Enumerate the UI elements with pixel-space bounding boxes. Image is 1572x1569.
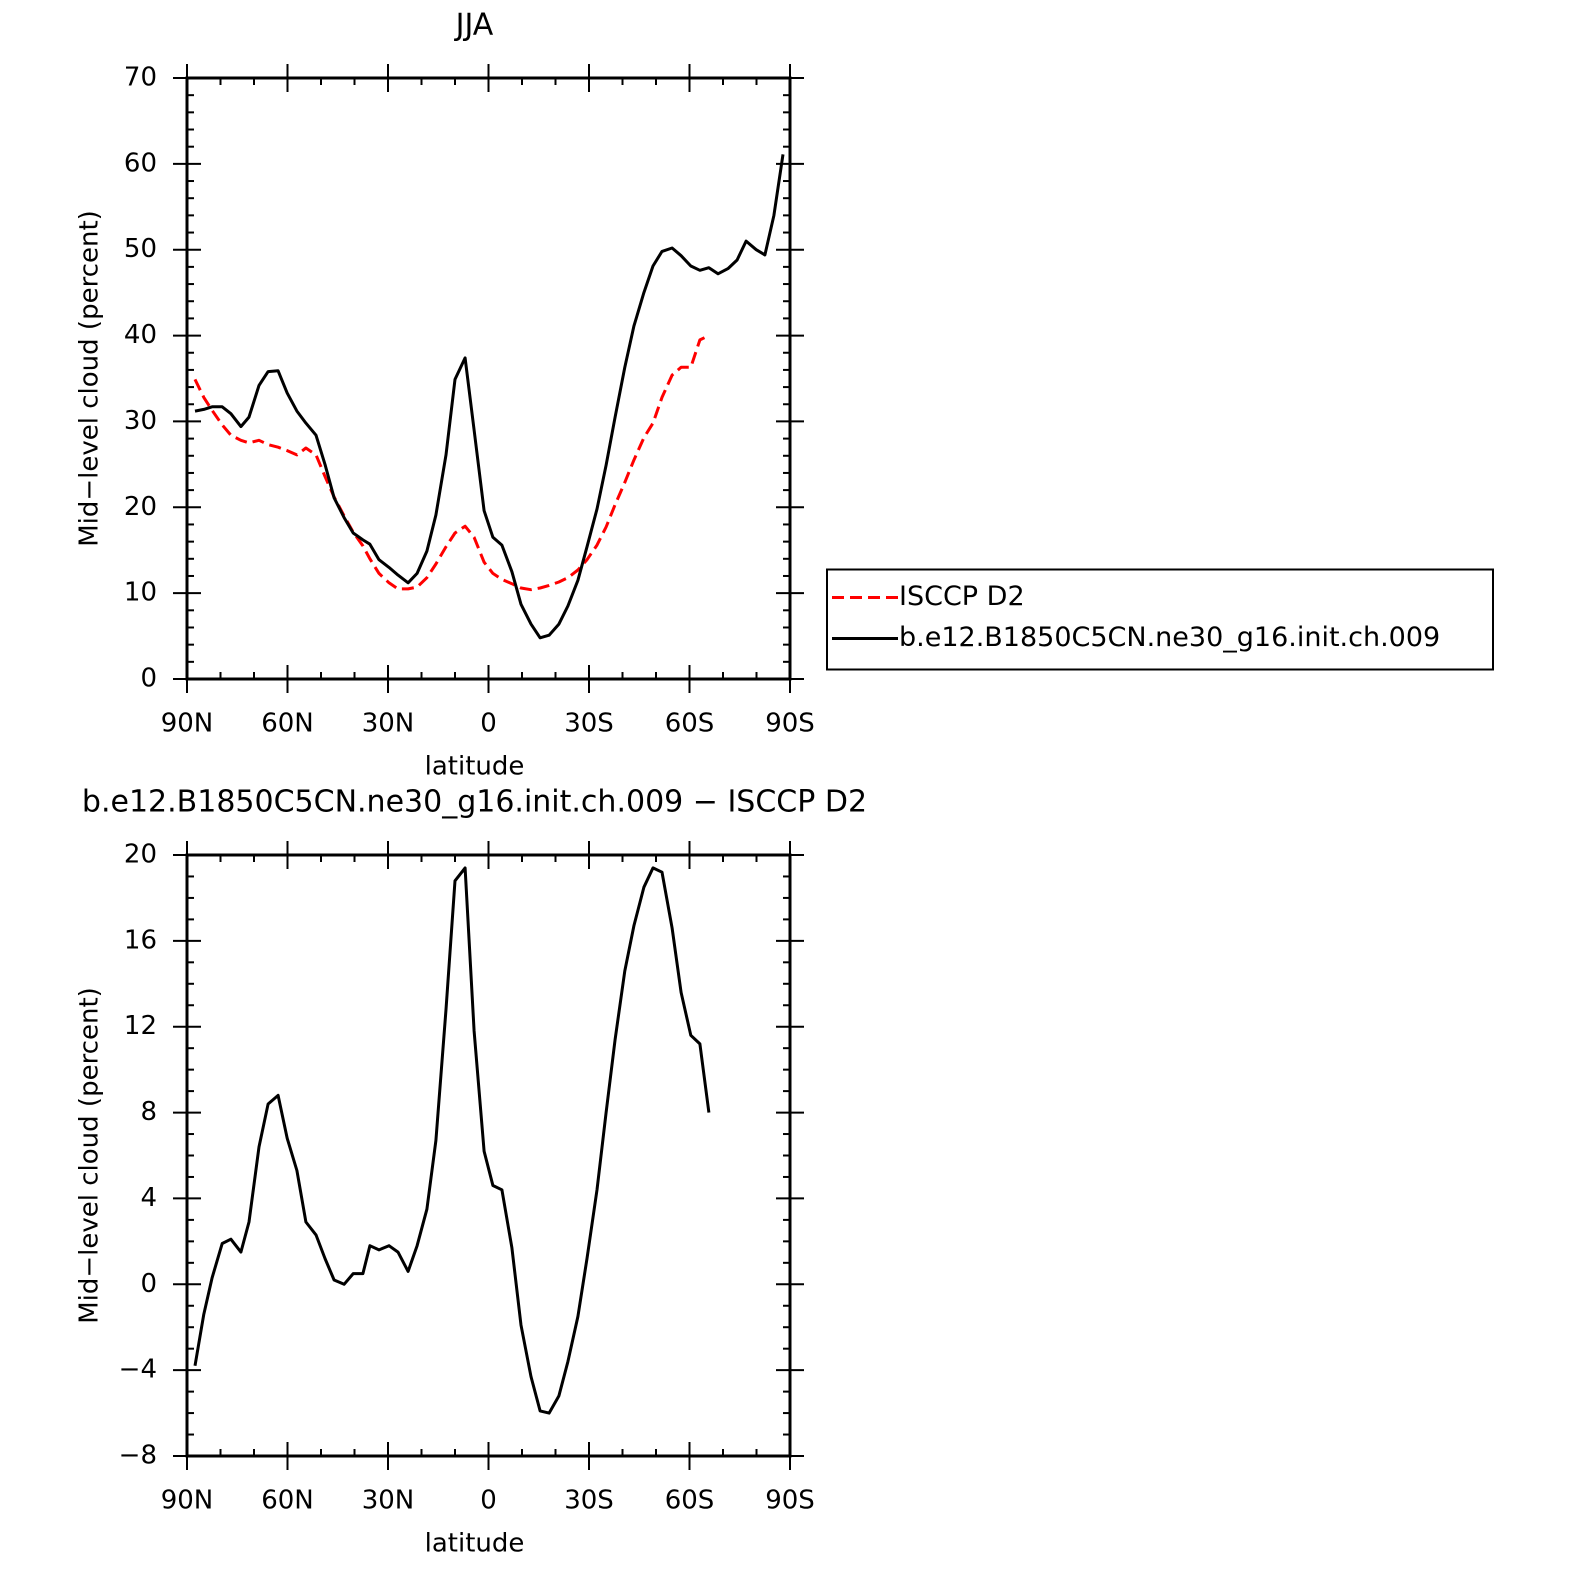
y-tick-label: 50 xyxy=(124,234,157,264)
x-tick-label: 30N xyxy=(362,709,415,739)
x-tick-label: 90S xyxy=(765,1486,815,1516)
x-tick-label: 60N xyxy=(261,709,314,739)
y-tick-label: 30 xyxy=(124,406,157,436)
chart-title: JJA xyxy=(454,8,494,43)
legend-label: b.e12.B1850C5CN.ne30_g16.init.ch.009 xyxy=(899,622,1440,653)
legend-box xyxy=(826,568,1494,671)
x-tick-label: 90N xyxy=(161,709,214,739)
y-tick-label: 70 xyxy=(124,63,157,93)
plot-frame xyxy=(185,76,792,681)
y-axis-label: Mid−level cloud (percent) xyxy=(75,210,105,547)
y-tick-label: 16 xyxy=(124,925,157,955)
plot-frame xyxy=(185,853,792,1458)
y-tick-label: −8 xyxy=(119,1441,157,1471)
x-tick-label: 0 xyxy=(480,709,497,739)
y-tick-label: 12 xyxy=(124,1011,157,1041)
chart-panel: −8 −4 0 4 8 12 16 20 90N 60N 30N 0 30S 60S 90S b.e12.B1… xyxy=(75,785,868,1559)
y-tick-label: 20 xyxy=(124,840,157,870)
data-line xyxy=(193,334,710,592)
y-tick-label: 8 xyxy=(140,1097,157,1127)
x-tick-label: 30N xyxy=(362,1486,415,1516)
y-tick-label: 4 xyxy=(140,1183,157,1213)
y-tick-label: 40 xyxy=(124,320,157,350)
chart-title: b.e12.B1850C5CN.ne30_g16.init.ch.009 − I… xyxy=(82,785,867,820)
chart-panel: 0 10 20 30 40 50 60 70 90N 60N 30N 0 30S 60S 90S JJA lat… xyxy=(75,8,1494,782)
x-tick-label: 90S xyxy=(765,709,815,739)
x-tick-label: 90N xyxy=(161,1486,214,1516)
y-tick-label: 0 xyxy=(140,664,157,694)
y-tick-label: 10 xyxy=(124,578,157,608)
x-axis-label: latitude xyxy=(425,1529,525,1559)
y-tick-label: 0 xyxy=(140,1269,157,1299)
x-tick-label: 60S xyxy=(665,709,715,739)
x-axis-label: latitude xyxy=(425,752,525,782)
x-tick-label: 0 xyxy=(480,1486,497,1516)
legend-label: ISCCP D2 xyxy=(899,581,1025,612)
x-tick-label: 30S xyxy=(564,1486,614,1516)
data-line xyxy=(194,154,785,640)
y-tick-label: 20 xyxy=(124,492,157,522)
x-tick-label: 60S xyxy=(665,1486,715,1516)
x-tick-label: 30S xyxy=(564,709,614,739)
x-tick-label: 60N xyxy=(261,1486,314,1516)
y-tick-label: −4 xyxy=(119,1355,157,1385)
y-axis-label: Mid−level cloud (percent) xyxy=(75,987,105,1324)
y-tick-label: 60 xyxy=(124,148,157,178)
data-line xyxy=(193,866,711,1415)
